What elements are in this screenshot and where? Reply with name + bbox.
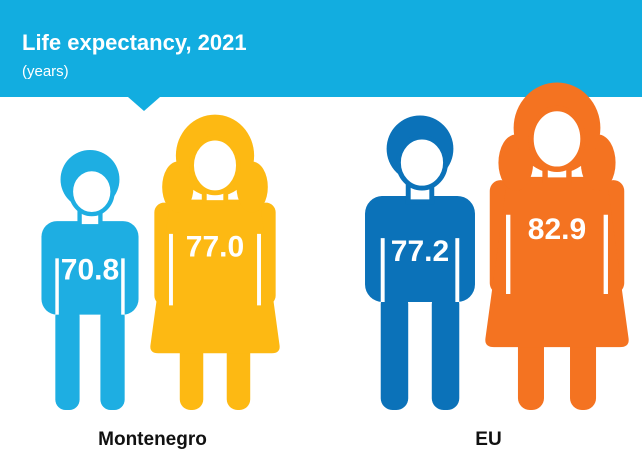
face <box>528 105 586 172</box>
category-label: Montenegro <box>98 429 207 450</box>
leg <box>100 306 125 410</box>
value-label: 77.0 <box>186 231 244 264</box>
leg <box>179 341 204 410</box>
leg <box>431 292 460 410</box>
dress <box>150 199 280 354</box>
torso <box>365 195 475 302</box>
value-label: 70.8 <box>61 253 119 286</box>
leg <box>226 341 251 410</box>
chart-subtitle: (years) <box>22 63 69 80</box>
figure <box>150 114 280 410</box>
figure <box>485 82 629 410</box>
face <box>395 134 448 191</box>
value-label: 77.2 <box>391 235 449 268</box>
value-label: 82.9 <box>528 213 586 246</box>
face <box>189 135 241 196</box>
dress <box>485 176 629 348</box>
torso <box>41 221 139 315</box>
category-label: EU <box>475 429 501 450</box>
chart-title: Life expectancy, 2021 <box>22 30 247 55</box>
figure <box>365 115 475 410</box>
figure <box>41 150 139 410</box>
face <box>68 166 115 217</box>
header-pointer <box>128 97 160 111</box>
leg <box>55 306 80 410</box>
header-band <box>0 0 642 97</box>
leg <box>380 292 409 410</box>
leg <box>517 334 544 410</box>
leg <box>570 334 597 410</box>
